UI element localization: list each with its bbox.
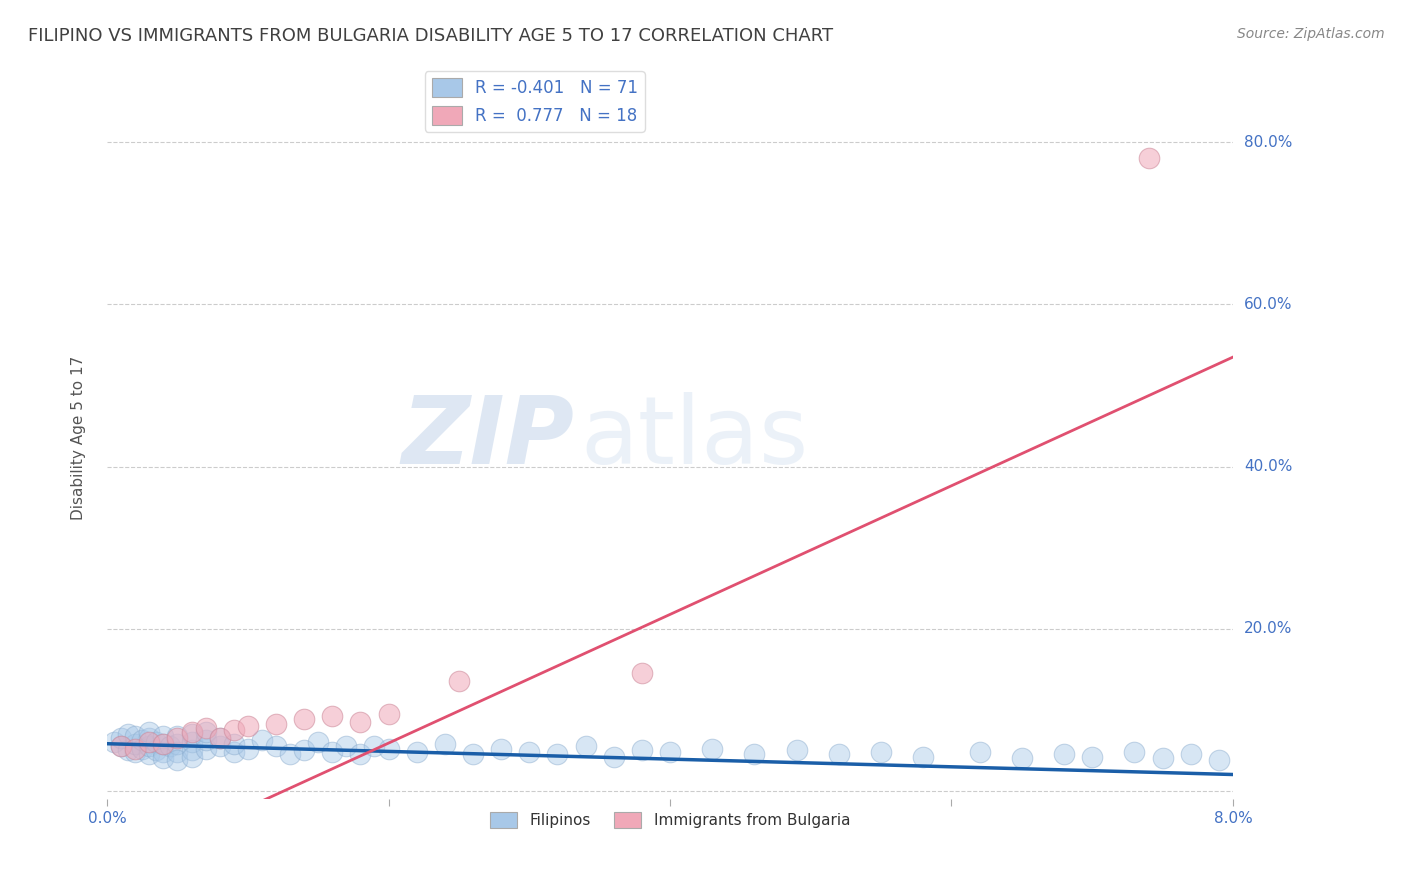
Point: [124, 737, 146, 751]
Point: [377, 741, 399, 756]
Point: [124, 729, 146, 743]
Text: ZIP: ZIP: [402, 392, 574, 484]
Point: [786, 743, 808, 757]
Point: [131, 741, 153, 756]
Point: [152, 737, 174, 751]
Point: [138, 731, 160, 745]
Point: [166, 731, 188, 745]
Point: [603, 749, 626, 764]
Y-axis label: Disability Age 5 to 17: Disability Age 5 to 17: [72, 356, 86, 520]
Point: [250, 733, 273, 747]
Point: [912, 749, 935, 764]
Point: [222, 745, 245, 759]
Point: [166, 737, 188, 751]
Point: [1208, 753, 1230, 767]
Point: [194, 741, 217, 756]
Point: [969, 745, 991, 759]
Point: [222, 723, 245, 737]
Point: [321, 709, 343, 723]
Point: [278, 747, 301, 762]
Point: [180, 725, 202, 739]
Point: [828, 747, 851, 762]
Point: [166, 729, 188, 743]
Text: 80.0%: 80.0%: [1244, 135, 1292, 150]
Point: [110, 739, 132, 753]
Point: [292, 712, 315, 726]
Point: [307, 735, 329, 749]
Point: [166, 753, 188, 767]
Point: [117, 743, 139, 757]
Point: [1152, 751, 1174, 765]
Point: [152, 751, 174, 765]
Point: [236, 719, 259, 733]
Point: [194, 733, 217, 747]
Point: [180, 727, 202, 741]
Point: [222, 737, 245, 751]
Point: [546, 747, 568, 762]
Point: [103, 735, 125, 749]
Point: [1053, 747, 1076, 762]
Point: [631, 743, 654, 757]
Point: [631, 666, 654, 681]
Point: [517, 745, 540, 759]
Point: [180, 735, 202, 749]
Point: [744, 747, 766, 762]
Point: [349, 714, 371, 729]
Point: [264, 717, 287, 731]
Point: [264, 739, 287, 753]
Point: [702, 741, 724, 756]
Point: [377, 706, 399, 721]
Point: [489, 741, 512, 756]
Point: [180, 749, 202, 764]
Point: [292, 743, 315, 757]
Point: [1123, 745, 1146, 759]
Text: 20.0%: 20.0%: [1244, 621, 1292, 636]
Point: [138, 735, 160, 749]
Text: 40.0%: 40.0%: [1244, 459, 1292, 474]
Point: [117, 727, 139, 741]
Text: atlas: atlas: [579, 392, 808, 484]
Point: [138, 739, 160, 753]
Point: [131, 733, 153, 747]
Point: [110, 731, 132, 745]
Point: [659, 745, 682, 759]
Point: [208, 731, 231, 745]
Point: [166, 745, 188, 759]
Point: [152, 745, 174, 759]
Point: [461, 747, 484, 762]
Point: [152, 737, 174, 751]
Point: [124, 745, 146, 759]
Point: [349, 747, 371, 762]
Point: [208, 739, 231, 753]
Point: [110, 739, 132, 753]
Text: Source: ZipAtlas.com: Source: ZipAtlas.com: [1237, 27, 1385, 41]
Point: [236, 741, 259, 756]
Text: 60.0%: 60.0%: [1244, 297, 1292, 312]
Point: [194, 725, 217, 739]
Point: [152, 729, 174, 743]
Point: [138, 725, 160, 739]
Point: [574, 739, 596, 753]
Point: [335, 739, 357, 753]
Point: [145, 743, 167, 757]
Point: [405, 745, 427, 759]
Point: [433, 737, 456, 751]
Point: [1081, 749, 1104, 764]
Point: [145, 735, 167, 749]
Point: [1180, 747, 1202, 762]
Point: [138, 747, 160, 762]
Point: [363, 739, 385, 753]
Point: [1011, 751, 1033, 765]
Text: FILIPINO VS IMMIGRANTS FROM BULGARIA DISABILITY AGE 5 TO 17 CORRELATION CHART: FILIPINO VS IMMIGRANTS FROM BULGARIA DIS…: [28, 27, 834, 45]
Point: [870, 745, 893, 759]
Point: [208, 731, 231, 745]
Point: [447, 674, 470, 689]
Legend: Filipinos, Immigrants from Bulgaria: Filipinos, Immigrants from Bulgaria: [484, 806, 856, 835]
Point: [1137, 152, 1160, 166]
Point: [159, 739, 181, 753]
Point: [194, 721, 217, 735]
Point: [180, 743, 202, 757]
Point: [124, 741, 146, 756]
Point: [321, 745, 343, 759]
